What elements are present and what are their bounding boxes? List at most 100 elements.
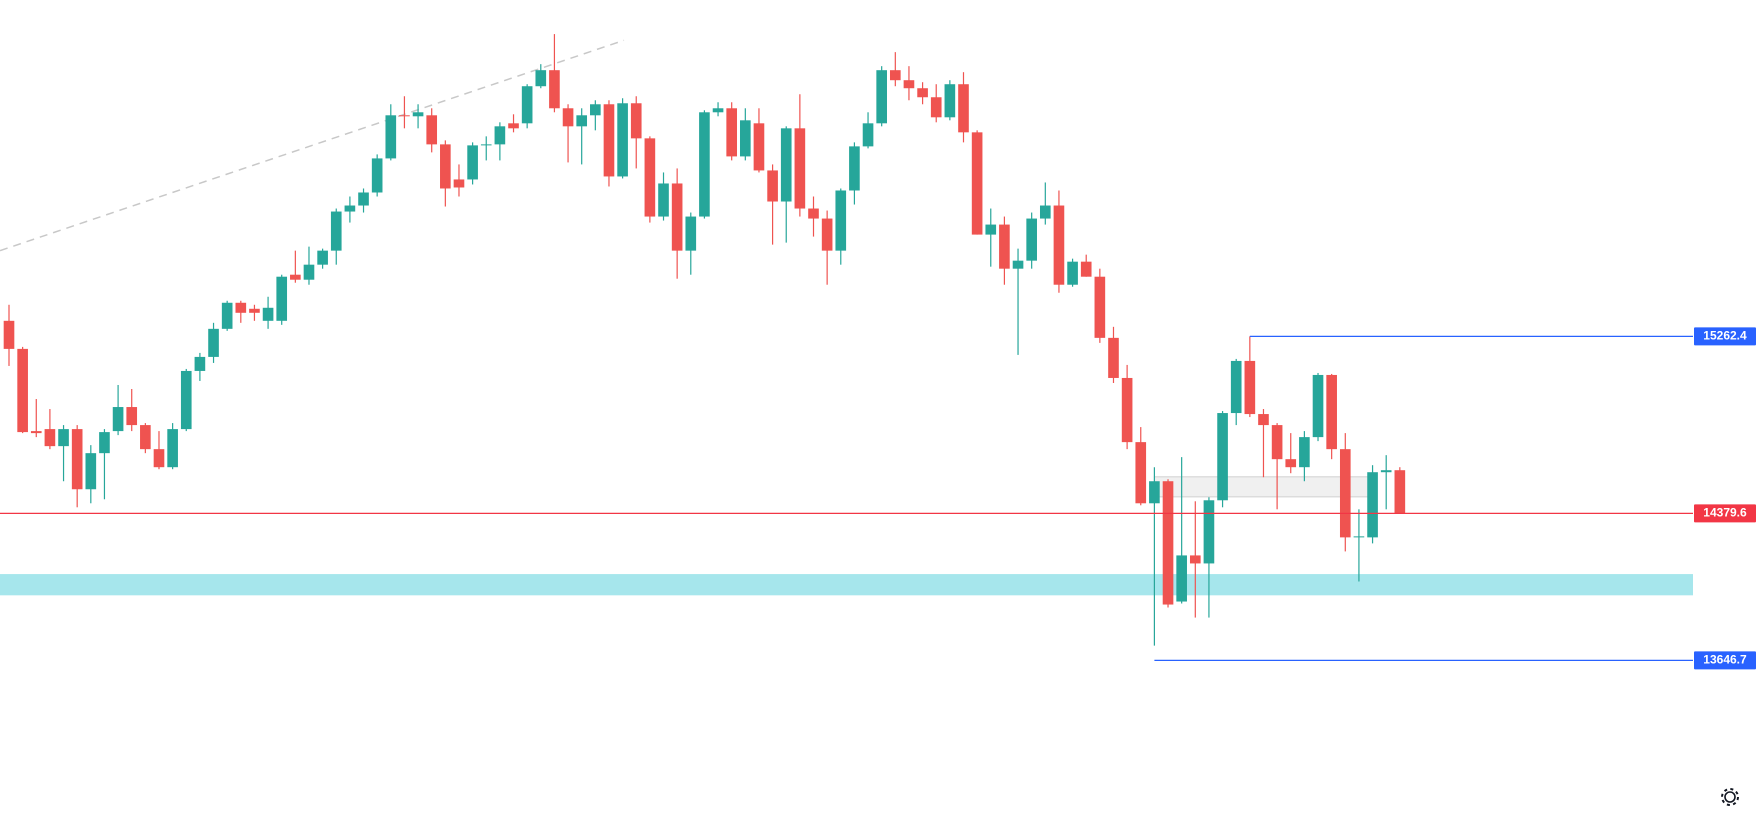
candle-body	[221, 302, 233, 329]
candle-body	[1080, 261, 1092, 277]
candle-body	[1135, 442, 1147, 504]
candle-body	[549, 70, 560, 109]
candle-body	[603, 104, 615, 177]
candle-body	[930, 97, 942, 118]
candle-body	[1026, 218, 1037, 261]
candle-body	[1299, 437, 1310, 468]
candle-body	[644, 138, 656, 217]
candle-body	[303, 264, 315, 280]
candle-body	[985, 224, 997, 235]
candle-body	[685, 216, 697, 251]
zone	[0, 574, 1693, 596]
candle-body	[1326, 374, 1337, 450]
candle-body	[30, 431, 42, 434]
candle-body	[399, 115, 410, 117]
candle-body	[1108, 337, 1119, 378]
candle-body	[562, 108, 574, 127]
candle-body	[3, 320, 15, 349]
candle-body	[767, 170, 778, 202]
candle-body	[1067, 261, 1078, 285]
candle-body	[99, 432, 110, 454]
candle-body	[58, 429, 69, 447]
candle-body	[208, 328, 219, 357]
candle-body	[1244, 360, 1256, 415]
candle-body	[85, 453, 97, 490]
candle-body	[17, 348, 28, 433]
candle-body	[862, 123, 874, 147]
candle-body	[385, 115, 397, 159]
candle-body	[412, 112, 424, 117]
candle-body	[440, 144, 451, 189]
candle-body	[917, 88, 928, 98]
candle-body	[276, 276, 288, 321]
candle-body	[249, 308, 260, 313]
candle-body	[1380, 470, 1392, 473]
candle-body	[1121, 377, 1133, 443]
candle-body	[794, 128, 806, 209]
candle-body	[71, 429, 83, 490]
candle-body	[167, 429, 178, 468]
candle-body	[1394, 470, 1406, 514]
candle-body	[126, 407, 138, 426]
candle-body	[44, 429, 56, 447]
zones-layer	[0, 39, 1693, 596]
candle-body	[1217, 413, 1228, 501]
gear-teeth	[1721, 788, 1739, 806]
candle-body	[262, 307, 274, 321]
candle-body	[426, 115, 438, 145]
price-label: 15262.4	[1703, 329, 1747, 343]
candle-body	[753, 123, 765, 171]
candle-body	[1312, 374, 1324, 438]
candle-body	[1189, 555, 1201, 564]
candle-body	[194, 356, 206, 371]
candle-body	[235, 302, 247, 313]
candle-body	[576, 115, 588, 127]
candle-body	[1094, 276, 1106, 338]
labels-layer: 14379.6 15262.4 13646.7	[1694, 327, 1756, 670]
candle-body	[1039, 205, 1051, 219]
candle-body	[1285, 459, 1297, 468]
candle-body	[780, 128, 792, 202]
candle-body	[344, 205, 356, 212]
candle-body	[153, 449, 165, 468]
candle-body	[808, 208, 819, 219]
candle-body	[630, 103, 642, 139]
candle-body	[958, 84, 969, 133]
candle-body	[835, 190, 847, 251]
candle-body	[1339, 449, 1351, 538]
candle-body	[330, 211, 342, 251]
candle-body	[317, 250, 328, 265]
candle-body	[1258, 414, 1269, 426]
price-label: 14379.6	[1703, 506, 1747, 520]
candle-body	[467, 145, 478, 180]
price-label-box	[1694, 651, 1756, 670]
candle-body	[494, 126, 506, 145]
candle-body	[1353, 536, 1365, 538]
candle-body	[453, 179, 465, 188]
candle-body	[876, 70, 887, 124]
trendline	[0, 39, 625, 252]
settings-icon[interactable]	[1721, 788, 1739, 806]
candle-body	[1203, 500, 1215, 564]
candle-body	[726, 108, 738, 157]
candle-body	[112, 407, 124, 432]
candle-body	[889, 70, 901, 81]
candle-body	[903, 80, 915, 89]
price-label-box	[1694, 504, 1756, 523]
candle-body	[658, 183, 669, 217]
candle-body	[1053, 205, 1065, 285]
price-label: 13646.7	[1703, 653, 1747, 667]
candle-body	[371, 158, 383, 193]
candle-body	[480, 144, 492, 146]
candle-body	[1149, 481, 1160, 504]
candle-body	[999, 224, 1010, 269]
candle-body	[821, 218, 833, 251]
candle-body	[1271, 425, 1283, 460]
candle-body	[508, 123, 519, 129]
candle-body	[971, 132, 983, 235]
candle-body	[1162, 481, 1174, 605]
candle-body	[358, 192, 369, 206]
gear-ring	[1724, 791, 1736, 803]
zone	[1153, 476, 1374, 498]
